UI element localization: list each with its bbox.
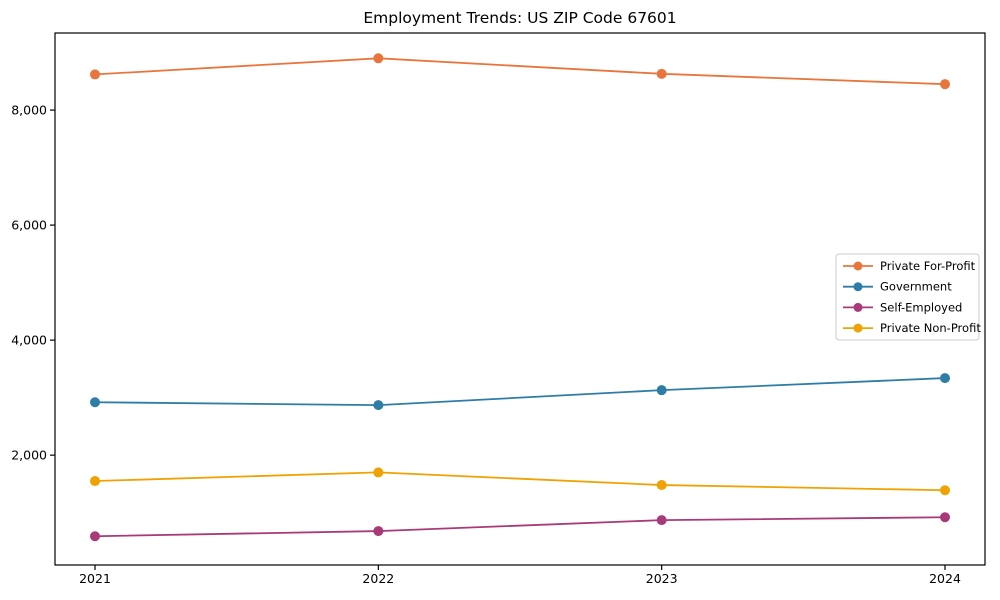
- series-marker: [940, 79, 950, 90]
- series-marker: [656, 480, 667, 491]
- series-marker: [90, 531, 100, 542]
- axes-frame: [54, 32, 986, 566]
- series-marker: [90, 69, 100, 80]
- legend-label: Self-Employed: [880, 300, 962, 314]
- x-tick-label: 2022: [362, 571, 394, 586]
- x-tick-label: 2023: [646, 571, 678, 586]
- chart-title: Employment Trends: US ZIP Code 67601: [363, 9, 677, 27]
- series-line: [94, 377, 946, 407]
- series-marker: [656, 385, 667, 396]
- legend-label: Government: [880, 280, 952, 294]
- legend-marker-dot: [853, 323, 863, 333]
- legend-label: Private Non-Profit: [880, 321, 981, 335]
- x-tick-label: 2021: [79, 571, 111, 586]
- series-line: [94, 516, 946, 538]
- y-tick-label: 4,000: [11, 333, 47, 348]
- series-marker: [90, 476, 100, 487]
- series-marker: [373, 400, 384, 411]
- series-marker: [373, 467, 384, 478]
- series-marker: [940, 373, 950, 384]
- series-marker: [373, 526, 384, 537]
- legend-marker-dot: [853, 302, 863, 312]
- legend-marker-dot: [853, 261, 863, 271]
- series-marker: [90, 397, 100, 408]
- legend-marker-dot: [853, 282, 863, 292]
- y-tick-label: 8,000: [11, 103, 47, 118]
- y-tick-label: 2,000: [11, 448, 47, 463]
- y-tick-label: 6,000: [11, 218, 47, 233]
- series-marker: [940, 485, 950, 496]
- legend-box: [835, 253, 980, 341]
- series-line: [94, 471, 946, 492]
- series-marker: [656, 515, 667, 526]
- series-marker: [373, 53, 384, 64]
- legend-label: Private For-Profit: [880, 259, 976, 273]
- x-tick-label: 2024: [929, 571, 961, 586]
- series-marker: [656, 68, 667, 79]
- series-marker: [940, 512, 950, 523]
- series-line: [94, 57, 946, 86]
